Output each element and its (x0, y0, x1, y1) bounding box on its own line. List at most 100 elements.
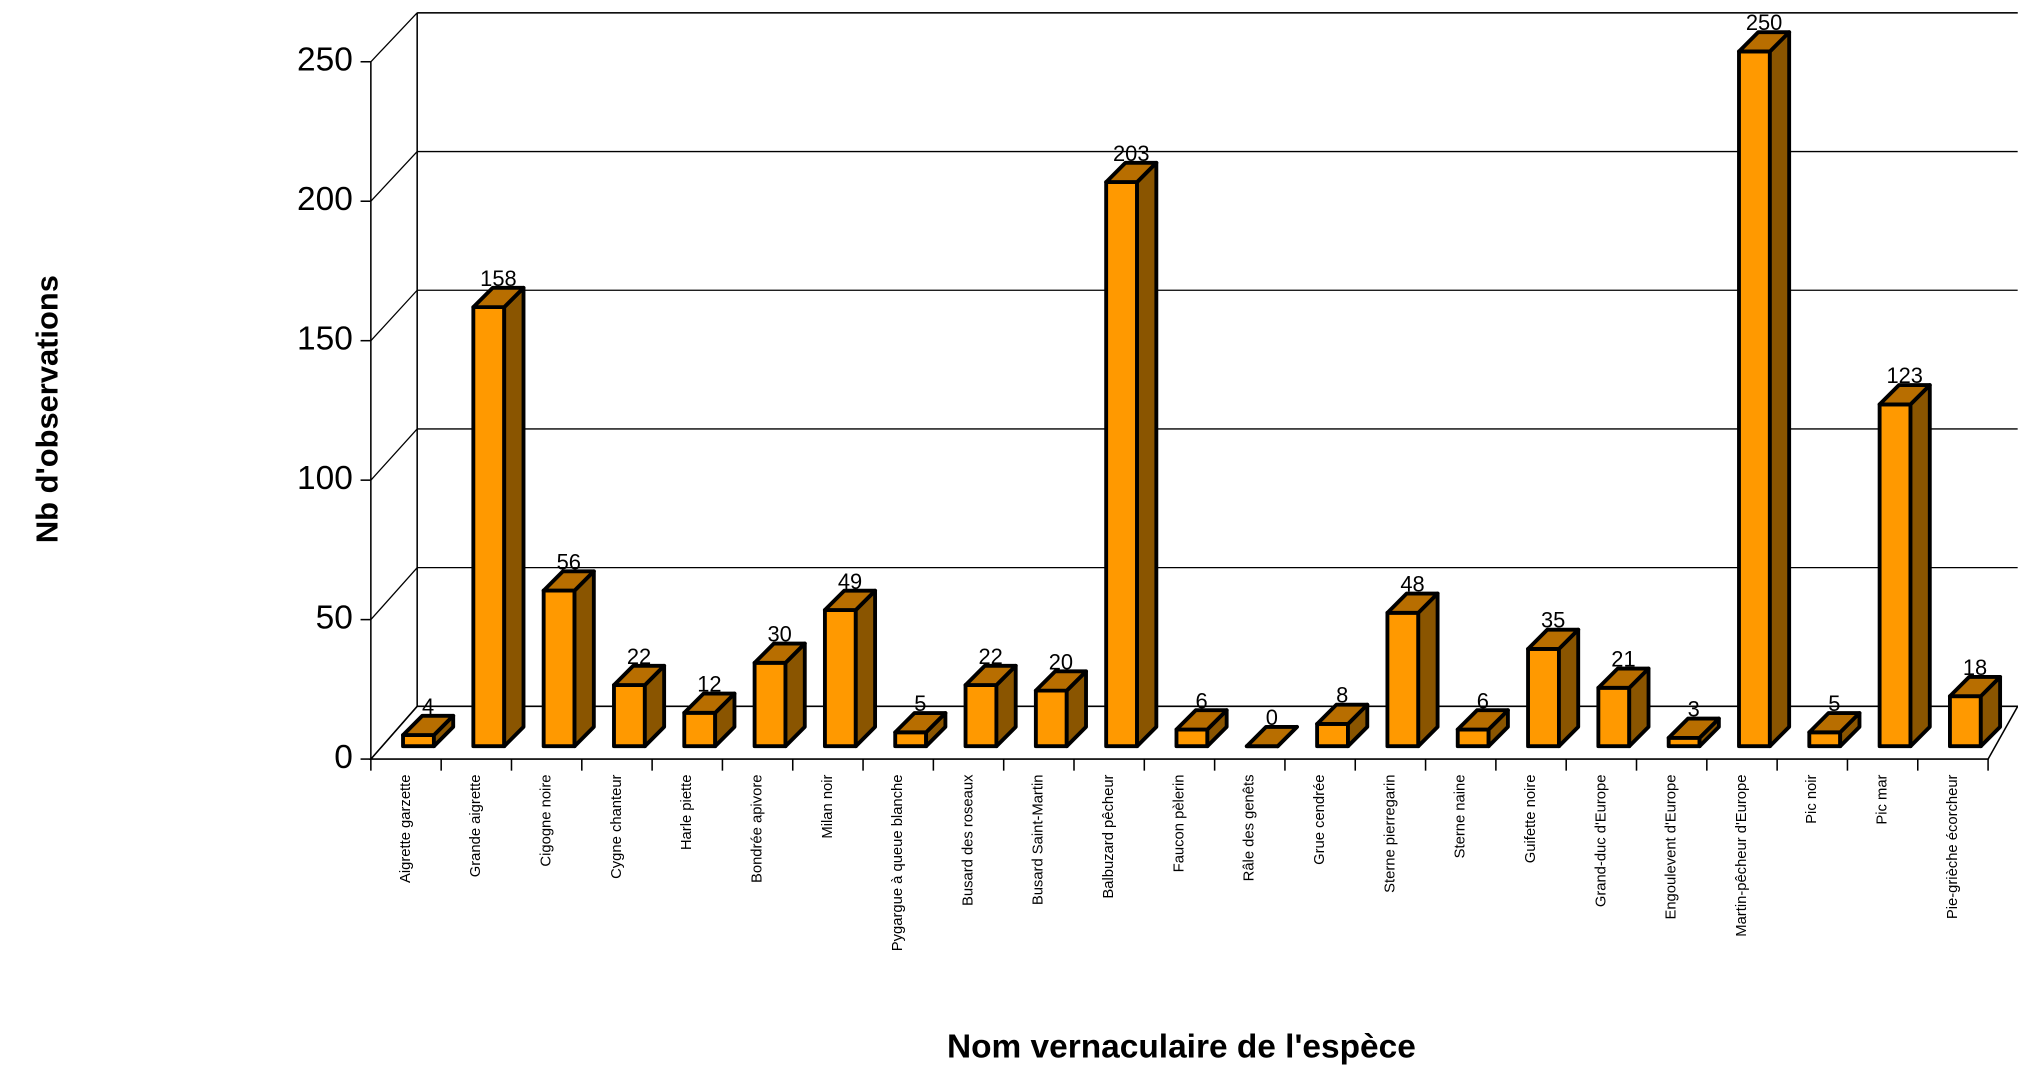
x-tick-label: Grue cendrée (1312, 775, 1328, 865)
value-label: 5 (914, 691, 926, 716)
value-label: 48 (1400, 572, 1424, 597)
bar-front (1877, 402, 1913, 749)
value-label: 123 (1886, 363, 1922, 388)
x-tick-label: Busard Saint-Martin (1031, 775, 1047, 906)
value-label: 6 (1477, 688, 1489, 713)
value-label: 3 (1688, 697, 1700, 722)
bar-top (612, 663, 667, 688)
value-label: 4 (422, 694, 434, 719)
bar-front (612, 683, 647, 749)
x-tick-label: Râle des genêts (1242, 775, 1258, 882)
bar-side (1416, 591, 1440, 749)
value-label: 12 (697, 672, 721, 697)
x-tick-label: Guifette noire (1523, 775, 1539, 864)
x-tick-label: Cigogne noire (539, 775, 555, 867)
bar-side (1767, 30, 1792, 749)
bar-top (1385, 591, 1440, 615)
bar-top (893, 711, 948, 735)
value-label: 203 (1113, 141, 1149, 166)
x-tick-label: Faucon pèlerin (1171, 775, 1187, 873)
bar-front (1104, 180, 1139, 749)
value-label: 250 (1746, 10, 1782, 35)
y-tick-label: 250 (297, 42, 353, 79)
value-label: 6 (1195, 688, 1207, 713)
value-label: 22 (978, 644, 1002, 669)
bar-top (471, 285, 526, 310)
y-tick-label: 0 (334, 739, 353, 776)
y-tick-label: 50 (316, 599, 353, 636)
x-tick-label: Pic noir (1804, 774, 1820, 823)
bar-side (572, 569, 596, 749)
value-label: 49 (838, 569, 862, 594)
bar-top (1455, 708, 1510, 732)
y-tick-label: 100 (297, 460, 353, 497)
bar-top (1174, 708, 1229, 732)
bar-side (1135, 160, 1159, 749)
bar-top (682, 691, 737, 715)
x-tick-label: Grand-duc d'Europe (1593, 775, 1609, 908)
x-tick-label: Pygargue à queue blanche (890, 775, 906, 952)
grid-line-side (370, 151, 418, 202)
bar-front (822, 608, 858, 749)
value-label: 18 (1963, 655, 1987, 680)
bar-front (1174, 727, 1210, 749)
bar-top (541, 569, 596, 593)
bar-front (1455, 727, 1491, 749)
bar-top (1315, 702, 1370, 726)
value-label: 21 (1611, 647, 1635, 672)
bar-top (1244, 724, 1299, 749)
bar-top (1877, 383, 1932, 407)
bar-front (471, 305, 507, 749)
bar-front (1737, 49, 1772, 749)
bar-top (822, 588, 878, 612)
value-label: 56 (557, 549, 581, 574)
grid-line-side (370, 705, 418, 760)
bar-front (1033, 688, 1069, 749)
y-axis-title: Nb d'observations (29, 275, 64, 543)
grid-line-side (370, 428, 418, 481)
bar-front (1948, 694, 1983, 749)
bar-side (853, 588, 878, 749)
x-tick-label: Engoulevent d'Europe (1664, 775, 1680, 920)
x-axis-title: Nom vernaculaire de l'espèce (947, 1028, 1416, 1065)
value-label: 22 (627, 644, 651, 669)
x-tick-label: Grande aigrette (468, 775, 484, 878)
value-label: 0 (1266, 705, 1278, 730)
value-label: 158 (480, 266, 516, 291)
x-tick-label: Pic mar (1875, 774, 1891, 824)
bar-top (401, 713, 456, 738)
x-tick-label: Bondrée apivore (749, 775, 765, 883)
bar-top (1948, 674, 2003, 699)
x-tick-label: Martin-pêcheur d'Europe (1734, 775, 1750, 937)
x-tick-label: Sterne naine (1453, 775, 1469, 859)
bar-front (541, 588, 577, 749)
value-label: 8 (1336, 683, 1348, 708)
bar-front (1315, 722, 1350, 749)
y-tick-label: 150 (297, 321, 353, 358)
bar-front (963, 683, 999, 749)
bar-top (1596, 666, 1651, 690)
bar-front (1385, 610, 1421, 749)
bar-top (1104, 160, 1159, 185)
grid-line-side (370, 12, 418, 63)
x-tick-label: Balbuzard pêcheur (1101, 774, 1117, 898)
bar-front (682, 710, 718, 749)
grid-line-side (370, 289, 418, 342)
bar-top (1526, 627, 1581, 651)
value-label: 35 (1541, 608, 1565, 633)
x-tick-label: Busard des roseaux (960, 774, 976, 906)
x-tick-label: Cygne chanteur (609, 774, 625, 878)
value-label: 30 (768, 622, 792, 647)
x-tick-label: Milan noir (820, 774, 836, 838)
bar-front (893, 730, 929, 749)
grid-line-side (370, 567, 418, 621)
bar-top (1666, 716, 1721, 740)
bar-front (1807, 730, 1843, 749)
value-label: 5 (1828, 691, 1840, 716)
bar-front (1526, 647, 1561, 749)
x-tick-label: Aigrette garzette (398, 775, 414, 883)
bar-side (1908, 383, 1932, 749)
bar-top (1033, 669, 1088, 693)
